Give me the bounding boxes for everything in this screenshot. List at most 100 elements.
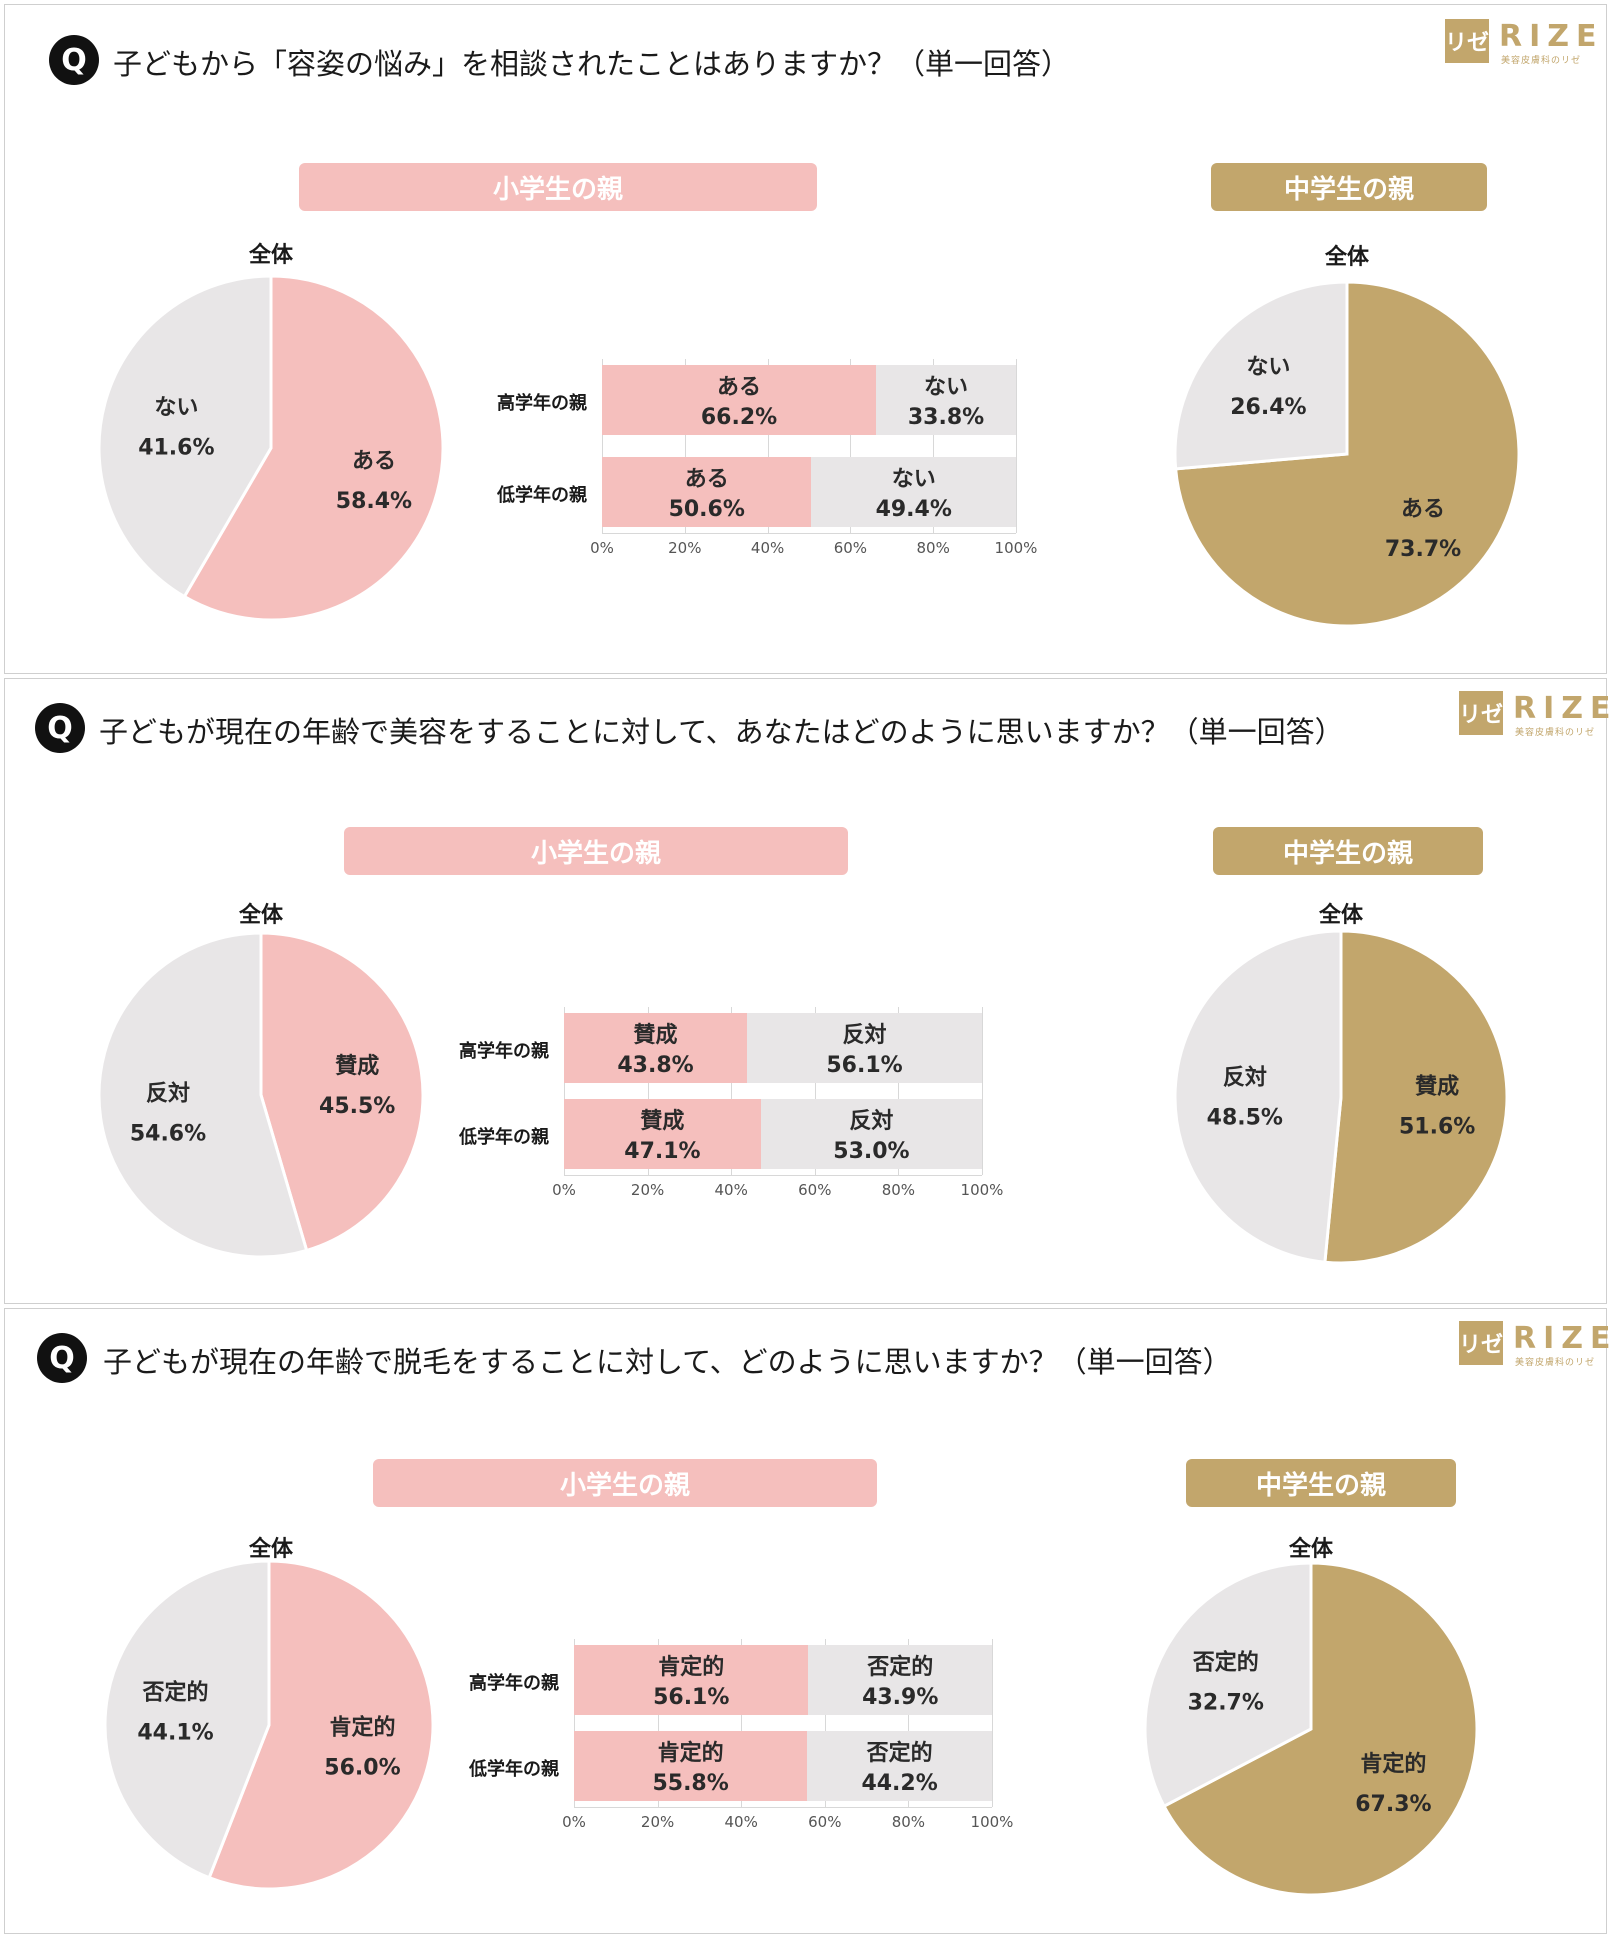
pie-slice xyxy=(1143,1561,1313,1809)
rize-logo: リゼ RIZE 美容皮膚科のリゼ xyxy=(1459,691,1611,739)
bar-segment: ある 66.2% xyxy=(602,365,877,435)
bar-segment-value: 44.2% xyxy=(861,1771,938,1796)
pie-title: 全体 xyxy=(1318,903,1364,928)
x-tick-label: 60% xyxy=(808,1813,842,1831)
bar-segment-value: 53.0% xyxy=(833,1139,910,1164)
pie-slice-label: 肯定的 xyxy=(1360,1751,1426,1777)
grid-line xyxy=(657,1639,659,1807)
logo-subtitle: 美容皮膚科のリゼ xyxy=(1515,728,1596,738)
pie-slice-value: 51.6% xyxy=(1399,1115,1475,1140)
x-tick-label: 0% xyxy=(552,1181,576,1199)
grid-line xyxy=(602,359,603,533)
pie-chart-elementary-q3: 肯定的 56.0% 否定的 44.1% xyxy=(103,1559,435,1891)
x-tick-label: 100% xyxy=(960,1181,1004,1199)
bar-segment-value: 56.1% xyxy=(653,1685,730,1710)
pie-title: 全体 xyxy=(1324,245,1370,270)
bar-segment-category: 反対 xyxy=(849,1109,894,1134)
bar-segment-category: 否定的 xyxy=(867,1655,934,1680)
question-badge: Q xyxy=(37,1333,87,1383)
pie-slice xyxy=(97,274,273,599)
bar-segment-value: 43.9% xyxy=(862,1685,939,1710)
pie-slice xyxy=(259,931,425,1253)
pie-slice-label: 賛成 xyxy=(1415,1075,1459,1100)
pie-slice-label: ない xyxy=(154,395,198,420)
bar-segment-category: 肯定的 xyxy=(657,1741,724,1766)
bar-segment: 反対 53.0% xyxy=(760,1099,982,1169)
pie-slice-label: ある xyxy=(352,449,396,474)
pie-slice xyxy=(207,1559,435,1891)
bar-segment: 反対 56.1% xyxy=(747,1013,982,1083)
bar-segment: 否定的 44.2% xyxy=(807,1731,992,1801)
bar-segment-category: 肯定的 xyxy=(658,1655,725,1680)
group-label-elementary: 小学生の親 xyxy=(373,1459,877,1507)
grid-line xyxy=(564,1007,565,1175)
bar-row-label: 高学年の親 xyxy=(497,393,587,414)
pie-chart-elementary-q1: ある 58.4% ない 41.6% xyxy=(97,274,445,622)
x-tick-label: 100% xyxy=(970,1813,1014,1831)
grid-line xyxy=(684,359,686,533)
grid-line xyxy=(731,1007,733,1175)
grid-line xyxy=(767,359,769,533)
rize-logo: リゼ RIZE 美容皮膚科のリゼ xyxy=(1459,1321,1611,1369)
pie-slice xyxy=(103,1559,271,1880)
x-tick-label: 80% xyxy=(916,539,950,557)
pie-slice-value: 67.3% xyxy=(1355,1792,1431,1817)
pie-slice-label: 賛成 xyxy=(335,1054,379,1079)
pie-chart-junior-high-q3: 肯定的 67.3% 否定的 32.7% xyxy=(1143,1561,1479,1897)
survey-panel-2: Q 子どもが現在の年齢で美容をすることに対して、あなたはどのように思いますか？（… xyxy=(4,678,1611,1304)
bar-segment-category: 賛成 xyxy=(640,1109,685,1134)
grid-line xyxy=(992,1639,993,1807)
x-axis-line xyxy=(602,533,1016,534)
bar-segment-value: 66.2% xyxy=(700,405,778,430)
bar-segment: 肯定的 56.1% xyxy=(574,1645,809,1715)
grid-line xyxy=(1016,359,1017,533)
bar-segment: ない 49.4% xyxy=(811,457,1016,527)
bar-segment-category: ある xyxy=(684,467,729,492)
bar-segment-value: 49.4% xyxy=(875,497,952,522)
x-axis-line xyxy=(574,1807,992,1808)
question-badge: Q xyxy=(35,703,85,753)
x-tick-label: 0% xyxy=(590,539,614,557)
survey-panel-1: Q 子どもから「容姿の悩み」を相談されたことはありますか？（単一回答） リゼ R… xyxy=(4,4,1607,674)
x-tick-label: 40% xyxy=(724,1813,758,1831)
pie-slice-value: 48.5% xyxy=(1207,1105,1283,1130)
group-label-junior-high: 中学生の親 xyxy=(1186,1459,1456,1507)
pie-slice-value: 54.6% xyxy=(130,1121,206,1146)
grid-line xyxy=(982,1007,983,1175)
question-badge: Q xyxy=(49,35,99,85)
bar-row-label: 低学年の親 xyxy=(469,1759,559,1780)
bar-segment: 否定的 43.9% xyxy=(808,1645,992,1715)
bar-segment-value: 50.6% xyxy=(668,497,745,522)
pie-slice-label: ない xyxy=(1246,355,1290,380)
bar-segment-value: 43.8% xyxy=(617,1053,694,1078)
x-tick-label: 80% xyxy=(881,1181,916,1199)
x-tick-label: 40% xyxy=(750,539,785,557)
pie-slice xyxy=(1162,1561,1479,1897)
pie-slice-value: 45.5% xyxy=(319,1094,395,1119)
bar-segment-category: 賛成 xyxy=(633,1023,678,1048)
bar-row-label: 低学年の親 xyxy=(497,485,587,506)
pie-slice xyxy=(1173,280,1349,471)
pie-chart-elementary-q2: 賛成 45.5% 反対 54.6% xyxy=(97,931,425,1259)
bar-segment-value: 33.8% xyxy=(907,405,985,430)
bar-row-label: 低学年の親 xyxy=(459,1127,549,1148)
pie-slice xyxy=(97,931,309,1259)
pie-slice-label: 反対 xyxy=(1223,1065,1267,1090)
pie-slice-label: 否定的 xyxy=(1192,1649,1259,1675)
pie-slice xyxy=(1323,929,1509,1265)
logo-word: RIZE xyxy=(1513,1321,1613,1356)
bar-segment-category: ない xyxy=(891,467,936,492)
pie-slice-value: 44.1% xyxy=(137,1720,213,1745)
bar-segment: ある 50.6% xyxy=(602,457,812,527)
x-tick-label: 100% xyxy=(994,539,1038,557)
pie-title: 全体 xyxy=(248,1537,294,1562)
pie-slice xyxy=(182,274,445,622)
bar-segment: ない 33.8% xyxy=(876,365,1016,435)
pie-title: 全体 xyxy=(238,903,284,928)
grid-line xyxy=(741,1639,743,1807)
pie-slice-value: 73.7% xyxy=(1385,537,1461,562)
bar-segment-category: 否定的 xyxy=(866,1741,933,1766)
grid-line xyxy=(647,1007,649,1175)
pie-chart-junior-high-q1: ある 73.7% ない 26.4% xyxy=(1173,280,1521,628)
group-label-elementary: 小学生の親 xyxy=(344,827,848,875)
